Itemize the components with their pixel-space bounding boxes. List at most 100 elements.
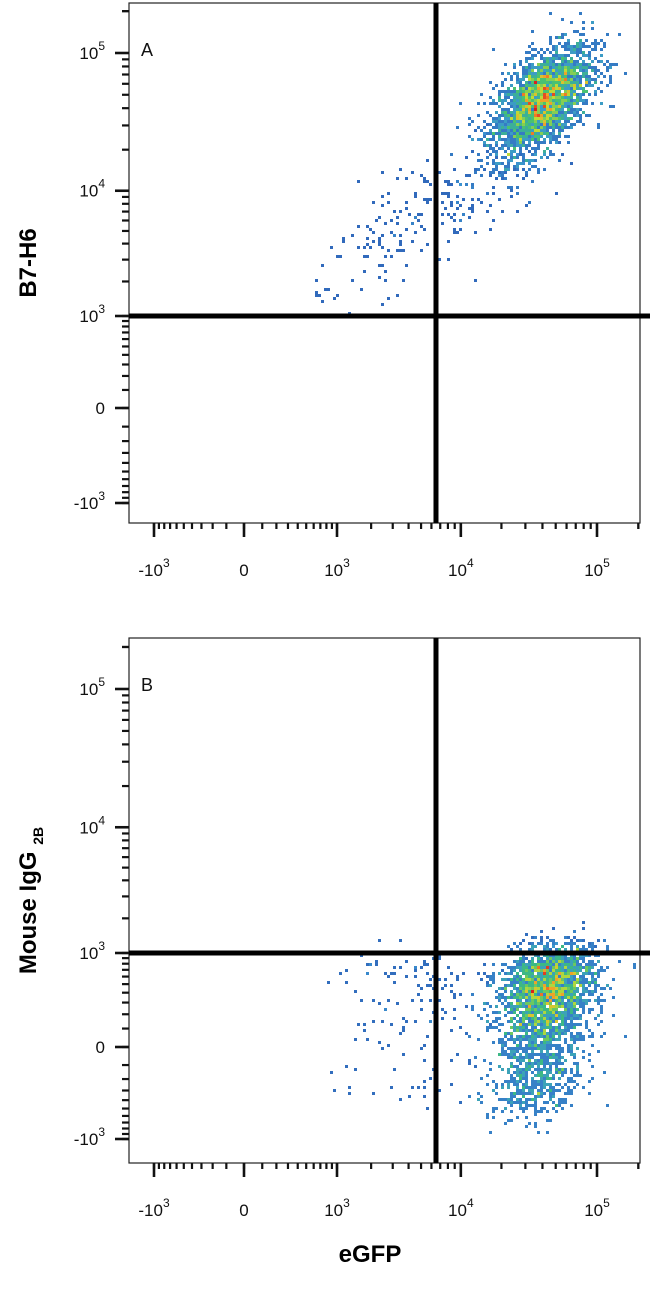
event-point xyxy=(519,1005,522,1008)
event-point xyxy=(600,987,603,990)
event-point xyxy=(531,180,534,183)
event-point xyxy=(519,111,522,114)
event-point xyxy=(573,972,576,975)
event-point xyxy=(540,129,543,132)
event-point xyxy=(516,108,519,111)
event-point xyxy=(507,147,510,150)
event-point xyxy=(558,1023,561,1026)
event-point xyxy=(537,114,540,117)
event-point xyxy=(585,981,588,984)
event-point xyxy=(546,1056,549,1059)
event-point xyxy=(570,987,573,990)
event-point xyxy=(519,969,522,972)
event-point xyxy=(471,204,474,207)
event-point xyxy=(561,96,564,99)
event-point xyxy=(540,57,543,60)
event-point xyxy=(570,1020,573,1023)
event-point xyxy=(516,114,519,117)
event-point xyxy=(516,93,519,96)
event-point xyxy=(537,147,540,150)
event-point xyxy=(378,1002,381,1005)
event-point xyxy=(561,1032,564,1035)
event-point xyxy=(501,987,504,990)
event-point xyxy=(522,99,525,102)
event-point xyxy=(522,1074,525,1077)
event-point xyxy=(513,138,516,141)
event-point xyxy=(573,93,576,96)
event-point xyxy=(516,972,519,975)
event-point xyxy=(516,1116,519,1119)
event-point xyxy=(591,21,594,24)
event-point xyxy=(516,186,519,189)
event-point xyxy=(540,993,543,996)
event-point xyxy=(510,1077,513,1080)
event-point xyxy=(501,963,504,966)
event-point xyxy=(522,996,525,999)
event-point xyxy=(444,984,447,987)
event-point xyxy=(600,1011,603,1014)
event-point xyxy=(492,219,495,222)
event-point xyxy=(528,948,531,951)
event-point xyxy=(582,960,585,963)
event-point xyxy=(534,48,537,51)
event-point xyxy=(381,246,384,249)
event-point xyxy=(552,1086,555,1089)
event-point xyxy=(534,93,537,96)
event-point xyxy=(573,987,576,990)
event-point xyxy=(543,129,546,132)
event-point xyxy=(534,102,537,105)
event-point xyxy=(579,1038,582,1041)
event-point xyxy=(525,1071,528,1074)
event-point xyxy=(588,81,591,84)
event-point xyxy=(528,93,531,96)
event-point xyxy=(537,987,540,990)
event-point xyxy=(573,1074,576,1077)
event-point xyxy=(510,144,513,147)
event-point xyxy=(318,294,321,297)
event-point xyxy=(510,75,513,78)
event-point xyxy=(471,138,474,141)
event-point xyxy=(561,969,564,972)
event-point xyxy=(543,1035,546,1038)
event-point xyxy=(534,126,537,129)
event-point xyxy=(492,132,495,135)
event-point xyxy=(537,1053,540,1056)
event-point xyxy=(492,975,495,978)
event-point xyxy=(513,1023,516,1026)
event-point xyxy=(378,240,381,243)
event-point xyxy=(363,255,366,258)
event-point xyxy=(573,984,576,987)
event-point xyxy=(489,138,492,141)
event-point xyxy=(522,966,525,969)
event-point xyxy=(495,1020,498,1023)
event-point xyxy=(585,66,588,69)
event-point xyxy=(516,1074,519,1077)
event-point xyxy=(447,183,450,186)
event-point xyxy=(405,1020,408,1023)
event-point xyxy=(564,90,567,93)
event-point xyxy=(504,984,507,987)
event-point xyxy=(534,969,537,972)
event-point xyxy=(561,108,564,111)
event-point xyxy=(531,135,534,138)
event-point xyxy=(519,81,522,84)
event-point xyxy=(582,966,585,969)
event-point xyxy=(576,960,579,963)
event-point xyxy=(552,1062,555,1065)
event-point xyxy=(573,996,576,999)
event-point xyxy=(552,153,555,156)
event-point xyxy=(489,1026,492,1029)
event-point xyxy=(525,75,528,78)
event-point xyxy=(513,1092,516,1095)
event-point xyxy=(570,1044,573,1047)
event-point xyxy=(585,1026,588,1029)
event-point xyxy=(516,102,519,105)
event-point xyxy=(522,1017,525,1020)
event-point xyxy=(573,78,576,81)
event-point xyxy=(564,1020,567,1023)
event-point xyxy=(561,75,564,78)
event-point xyxy=(504,111,507,114)
event-point xyxy=(549,72,552,75)
event-point xyxy=(534,75,537,78)
event-point xyxy=(555,48,558,51)
